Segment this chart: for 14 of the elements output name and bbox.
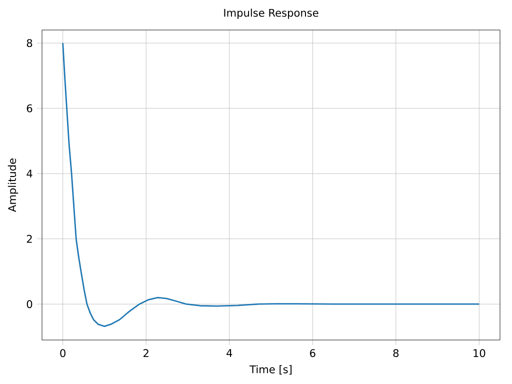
x-tick-label: 10 bbox=[474, 349, 486, 358]
x-axis-title: Time [s] bbox=[250, 365, 292, 375]
y-tick-label: 4 bbox=[26, 170, 32, 178]
y-tick-label: 0 bbox=[26, 300, 32, 308]
x-tick-label: 8 bbox=[393, 349, 399, 358]
y-tick-label: 8 bbox=[26, 39, 32, 48]
x-tick-label: 2 bbox=[144, 349, 148, 357]
chart-title: Impulse Response bbox=[224, 8, 318, 19]
y-tick-label: 2 bbox=[26, 234, 32, 243]
x-tick-label: 4 bbox=[226, 349, 232, 357]
x-tick-label: 6 bbox=[310, 349, 316, 358]
y-tick-label: 6 bbox=[26, 104, 32, 112]
x-tick-label: 0 bbox=[60, 349, 66, 358]
y-axis-title: Amplitude bbox=[8, 158, 18, 212]
